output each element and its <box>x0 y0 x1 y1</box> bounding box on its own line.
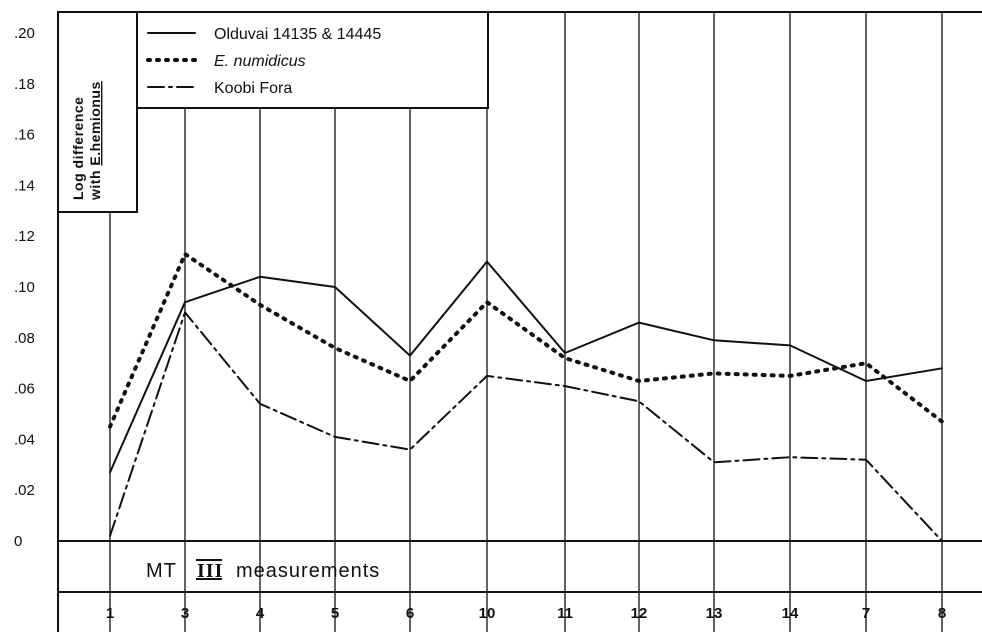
x-category-label: 10 <box>479 605 496 622</box>
x-axis-band-label: MT III measurements <box>146 559 380 582</box>
y-tick-label: .08 <box>14 330 35 347</box>
x-category-label: 7 <box>862 605 870 622</box>
y-tick-label: .16 <box>14 127 35 144</box>
x-category-label: 3 <box>181 605 189 622</box>
y-tick-label: .20 <box>14 25 35 42</box>
y-axis-ticks: .20 .18 .16 .14 .12 .10 .08 .06 .04 .02 0 <box>14 25 35 550</box>
series-line-1 <box>109 260 943 474</box>
x-category-label: 8 <box>938 605 946 622</box>
y-tick-label: .04 <box>14 431 35 448</box>
series-layer <box>108 252 944 542</box>
x-category-labels: 1 3 4 5 6 10 11 12 13 14 7 8 <box>106 605 946 622</box>
band-label-numeral: III <box>197 560 223 582</box>
y-axis-label-with: with <box>87 166 103 201</box>
x-category-label: 5 <box>331 605 339 622</box>
y-tick-label: .12 <box>14 228 35 245</box>
x-category-label: 4 <box>256 605 265 622</box>
y-tick-label: .18 <box>14 76 35 93</box>
band-label-suffix: measurements <box>236 560 380 582</box>
y-axis-label-line2: with E.hemionus <box>87 81 103 201</box>
y-tick-label: .10 <box>14 279 35 296</box>
x-category-label: 6 <box>406 605 414 622</box>
y-tick-label: .02 <box>14 482 35 499</box>
legend-entries: Olduvai 14135 & 14445 E. numidicus Koobi F… <box>146 26 381 97</box>
vertical-gridlines <box>109 12 943 632</box>
y-axis-label-taxon: E.hemionus <box>87 81 103 165</box>
x-category-label: 11 <box>557 605 573 622</box>
legend-label-3: Koobi Fora <box>214 80 292 97</box>
x-category-label: 1 <box>106 605 114 622</box>
series-line-2 <box>108 252 944 429</box>
y-tick-label: .14 <box>14 177 35 194</box>
x-category-label: 12 <box>631 605 648 622</box>
x-category-label: 14 <box>782 605 799 622</box>
y-tick-label: 0 <box>14 533 22 550</box>
y-axis-label-box: Log difference with E.hemionus <box>57 11 138 213</box>
band-label-prefix: MT <box>146 560 177 582</box>
y-axis-label-line1: Log difference <box>70 97 86 200</box>
x-category-label: 13 <box>706 605 723 622</box>
series-line-3 <box>109 311 943 542</box>
legend: Olduvai 14135 & 14445 E. numidicus Koobi F… <box>136 11 489 109</box>
legend-label-2: E. numidicus <box>214 53 306 70</box>
y-tick-label: .06 <box>14 381 35 398</box>
legend-label-1: Olduvai 14135 & 14445 <box>214 26 381 43</box>
y-label-box-frame <box>57 11 138 213</box>
